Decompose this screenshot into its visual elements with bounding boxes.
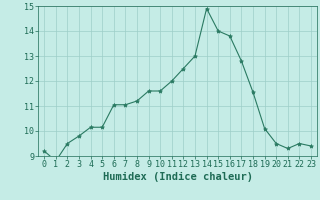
X-axis label: Humidex (Indice chaleur): Humidex (Indice chaleur) bbox=[103, 172, 252, 182]
